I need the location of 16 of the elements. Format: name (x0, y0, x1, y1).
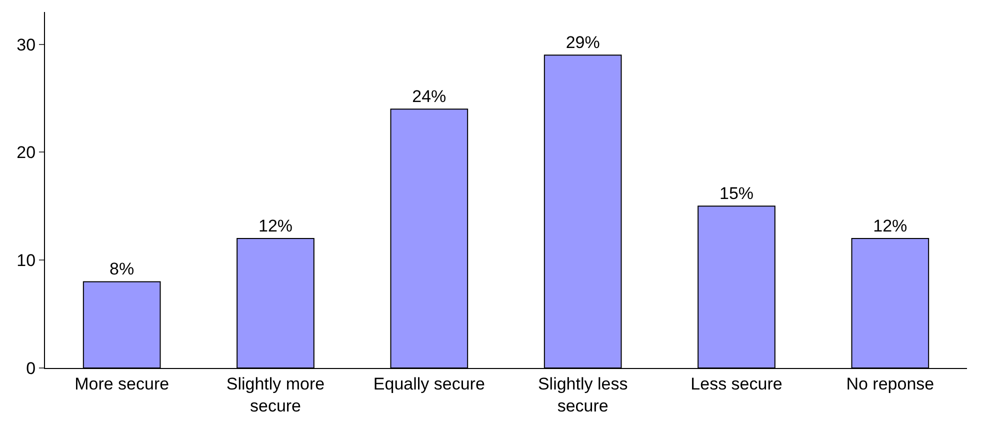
y-tick-label: 0 (26, 358, 36, 378)
x-tick-label: Slightly less secure (538, 374, 628, 416)
data-label: 15% (719, 184, 754, 204)
y-tick-label: 30 (16, 35, 36, 54)
y-tick-label: 20 (16, 143, 36, 162)
data-label: 8% (110, 260, 134, 279)
data-label: 12% (258, 216, 293, 236)
x-tick-label: More secure (74, 374, 170, 394)
x-tick-label: Equally secure (373, 374, 485, 394)
x-tick-label: Slightly more secure (226, 374, 325, 416)
x-tick-label: Less secure (690, 374, 782, 394)
x-tick-label: No reponse (846, 374, 934, 394)
data-label: 12% (873, 216, 908, 236)
data-label: 24% (412, 87, 446, 106)
data-label: 29% (566, 33, 600, 52)
y-tick-label: 10 (16, 251, 36, 270)
